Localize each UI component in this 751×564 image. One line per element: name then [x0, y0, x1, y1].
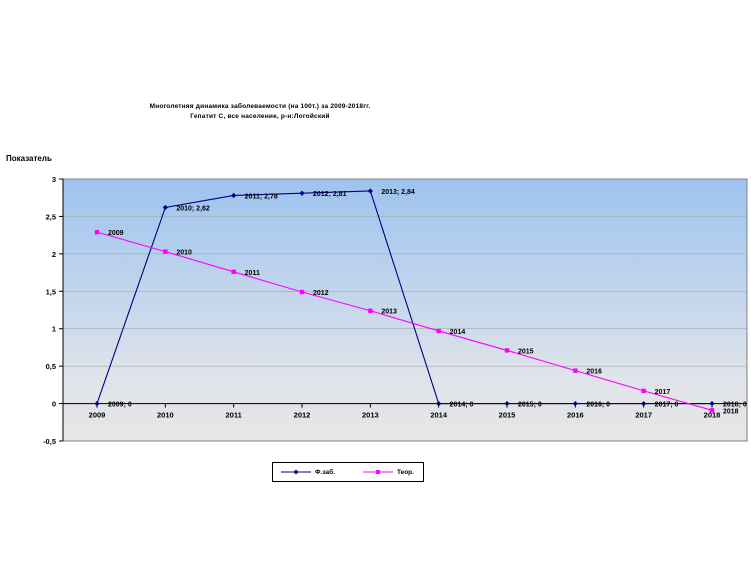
legend-label-fact: Ф.заб. [315, 468, 335, 476]
x-tick-label: 2017 [635, 411, 652, 420]
data-point-diamond [709, 400, 715, 407]
data-point-square [163, 249, 168, 254]
data-point-diamond [504, 400, 510, 407]
data-label: 2014 [450, 329, 466, 336]
x-tick-label: 2013 [362, 411, 379, 420]
data-point-diamond [436, 400, 442, 407]
data-point-diamond [162, 204, 168, 211]
data-label: 2011; 2,78 [245, 193, 278, 200]
x-tick-label: 2012 [294, 411, 311, 420]
data-label: 2012; 2,81 [313, 191, 347, 198]
data-label: 2009 [108, 230, 124, 237]
data-point-square [573, 368, 578, 373]
legend-line-diamond-icon [281, 469, 311, 475]
data-label: 2013; 2,84 [381, 189, 415, 196]
x-tick-label: 2009 [89, 411, 106, 420]
data-point-diamond [572, 400, 578, 407]
data-label: 2017 [655, 389, 671, 396]
series-layer [94, 188, 715, 413]
legend-item-fact: Ф.заб. [281, 468, 335, 476]
x-tick-label: 2018 [704, 411, 721, 420]
data-label: 2018; 0 [723, 402, 747, 409]
data-label: 2016 [586, 369, 602, 376]
axes: 3 2,5 2 1,5 1 0,5 0 -0,5 2009 2010 2011 2012 2013 201… [43, 175, 747, 446]
legend-label-theor: Теор. [396, 468, 414, 476]
x-tick-label: 2016 [567, 411, 584, 420]
x-tick-label: 2010 [157, 411, 174, 420]
data-label: 2011 [245, 270, 260, 277]
legend: Ф.заб. Теор. [272, 462, 424, 482]
data-label: 2017; 0 [655, 402, 679, 409]
data-point-square [436, 328, 441, 334]
y-tick-label: 2,5 [46, 212, 56, 221]
data-label: 2013 [381, 309, 397, 316]
series-line-1 [96, 231, 713, 411]
x-tick-label: 2015 [499, 411, 516, 420]
legend-item-theor: Теор. [362, 468, 414, 476]
chart-subtitle: Гепатит С, все население, р-н:Логойский [190, 113, 330, 120]
data-point-square [231, 269, 236, 275]
y-axis-label: Показатель [6, 154, 52, 163]
data-point-square [368, 308, 373, 313]
x-tick-label: 2014 [430, 411, 448, 420]
data-point-diamond [231, 192, 237, 199]
legend-line-square-icon [362, 470, 393, 474]
y-tick-label: 1 [52, 325, 56, 334]
data-point-diamond [94, 400, 100, 407]
y-tick-label: 0,5 [46, 362, 56, 371]
data-point-square [299, 289, 305, 295]
data-point-square [641, 388, 646, 394]
y-tick-label: 3 [52, 175, 56, 184]
data-label: 2012 [313, 290, 329, 297]
plot-area [62, 178, 748, 442]
y-tick-label: 1,5 [46, 287, 56, 296]
data-labels: 2009; 0 2010; 2,62 2011; 2,78 2012; 2,81 201… [108, 189, 747, 415]
data-label: 2015 [518, 348, 534, 355]
data-label: 2010; 2,62 [176, 205, 210, 212]
data-label: 2016; 0 [586, 402, 610, 409]
x-tick-label: 2011 [226, 411, 242, 420]
data-point-square [94, 229, 100, 235]
chart-title: Многолетняя динамика заболеваемости (на … [149, 103, 371, 110]
y-tick-label: 0 [52, 400, 56, 409]
series-line-0 [96, 190, 712, 405]
data-point-square [709, 408, 715, 413]
data-label: 2015; 0 [518, 402, 542, 409]
data-label: 2018 [723, 408, 739, 415]
y-tick-label: 2 [52, 250, 56, 259]
y-tick-label: -0,5 [43, 437, 56, 446]
data-label: 2014; 0 [450, 402, 474, 409]
data-point-diamond [367, 188, 373, 194]
data-label: 2010 [176, 250, 192, 257]
data-point-diamond [641, 400, 647, 407]
data-label: 2009; 0 [108, 402, 132, 409]
data-point-square [504, 348, 510, 353]
data-point-diamond [299, 190, 305, 196]
